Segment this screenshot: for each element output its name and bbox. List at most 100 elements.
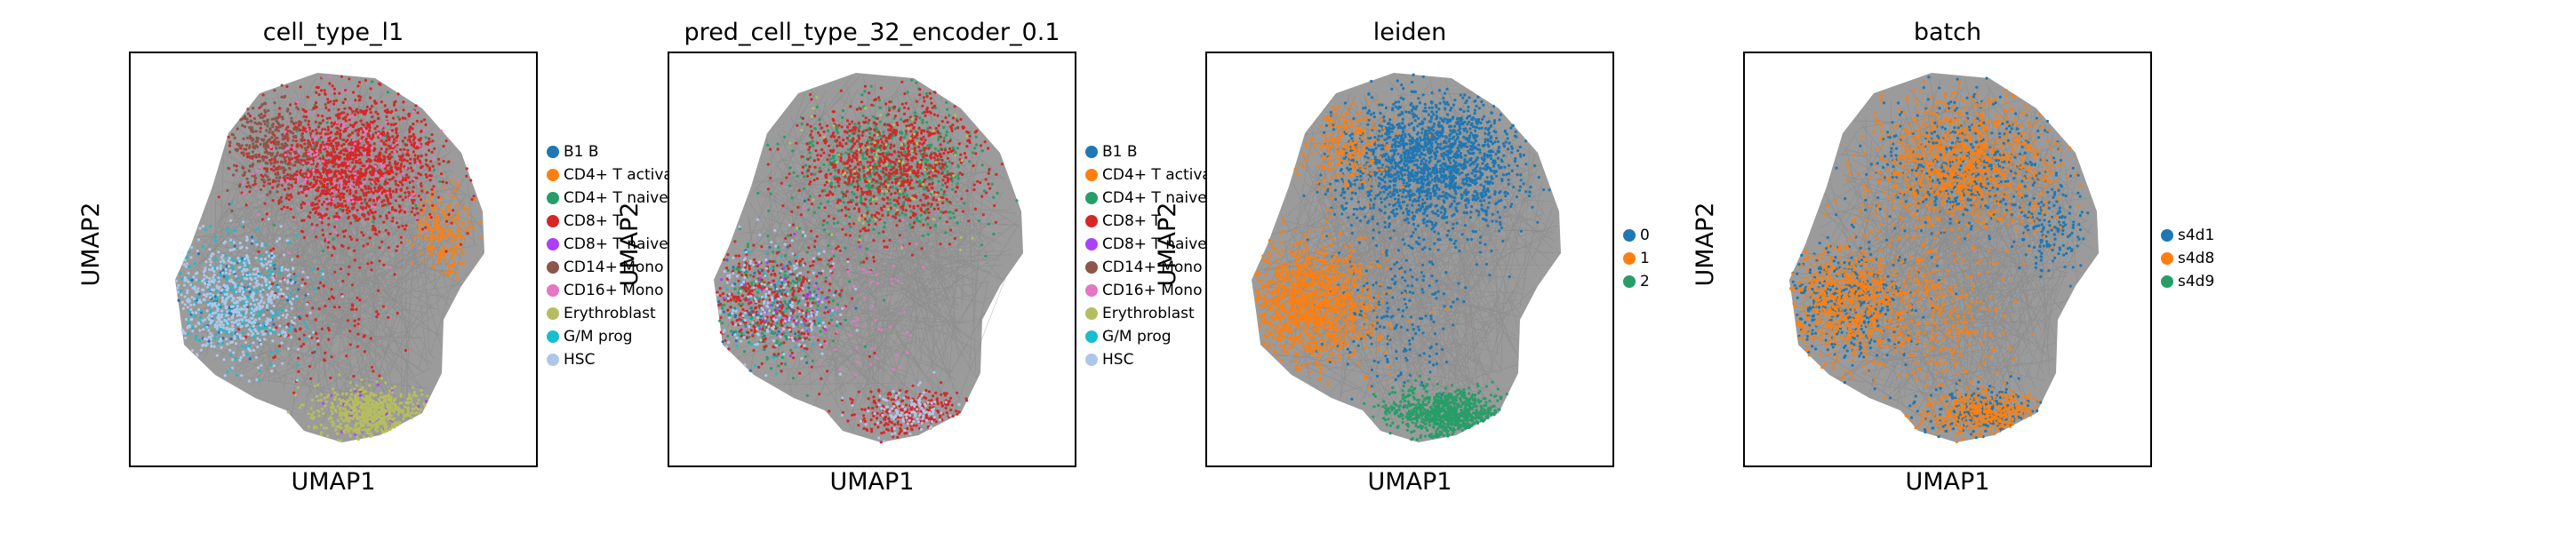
scatter-point bbox=[963, 202, 966, 205]
scatter-point bbox=[270, 136, 274, 139]
scatter-point bbox=[278, 308, 282, 312]
scatter-point bbox=[412, 123, 415, 126]
scatter-point bbox=[866, 219, 869, 224]
scatter-point bbox=[228, 272, 231, 275]
scatter-point bbox=[406, 409, 410, 412]
scatter-point bbox=[193, 297, 196, 301]
scatter-point bbox=[338, 115, 341, 119]
scatter-point bbox=[416, 211, 420, 215]
scatter-point bbox=[868, 219, 871, 222]
scatter-point bbox=[836, 209, 841, 212]
scatter-point bbox=[310, 138, 314, 141]
scatter-point bbox=[304, 187, 308, 191]
scatter-point bbox=[302, 333, 306, 337]
scatter-point bbox=[313, 154, 316, 157]
scatter-point bbox=[245, 274, 249, 277]
scatter-point bbox=[390, 386, 394, 390]
scatter-point bbox=[299, 161, 302, 165]
scatter-point bbox=[328, 168, 332, 171]
scatter-point bbox=[263, 326, 267, 330]
scatter-point bbox=[835, 127, 838, 131]
scatter-point bbox=[411, 206, 415, 210]
scatter-point bbox=[255, 136, 259, 139]
scatter-point bbox=[295, 234, 299, 238]
scatter-point bbox=[327, 329, 331, 332]
scatter-point bbox=[431, 193, 435, 196]
scatter-point bbox=[354, 219, 357, 223]
legend-item: CD8+ T bbox=[547, 210, 673, 233]
scatter-point bbox=[233, 310, 237, 314]
scatter-point bbox=[280, 95, 284, 99]
scatter-point bbox=[340, 413, 343, 417]
scatter-point bbox=[389, 146, 393, 149]
scatter-point bbox=[376, 112, 380, 115]
scatter-point bbox=[346, 113, 349, 116]
scatter-point bbox=[812, 144, 815, 147]
scatter-point bbox=[352, 415, 356, 418]
scatter-point bbox=[433, 147, 436, 150]
scatter-point bbox=[350, 283, 355, 287]
scatter-point bbox=[357, 410, 362, 413]
scatter-series-cd4-t-activa bbox=[402, 171, 482, 281]
scatter-point bbox=[332, 87, 336, 91]
scatter-point bbox=[436, 236, 440, 240]
scatter-point bbox=[236, 300, 239, 304]
scatter-point bbox=[842, 109, 845, 113]
scatter-point bbox=[386, 134, 389, 138]
scatter-point bbox=[385, 164, 388, 168]
scatter-point bbox=[394, 209, 398, 212]
scatter-point bbox=[221, 268, 225, 272]
scatter-point bbox=[263, 202, 267, 205]
scatter-point bbox=[388, 189, 392, 193]
scatter-point bbox=[416, 402, 420, 405]
scatter-point bbox=[396, 244, 399, 248]
scatter-point bbox=[361, 428, 364, 432]
scatter-point bbox=[392, 123, 396, 126]
scatter-point bbox=[313, 178, 316, 181]
scatter-point bbox=[812, 297, 815, 300]
scatter-point bbox=[340, 410, 343, 414]
scatter-point bbox=[272, 223, 276, 227]
scatter-point bbox=[273, 168, 277, 171]
scatter-point bbox=[389, 123, 393, 126]
scatter-point bbox=[309, 171, 313, 175]
scatter-point bbox=[207, 280, 212, 283]
scatter-point bbox=[353, 259, 356, 262]
scatter-point bbox=[385, 139, 388, 142]
scatter-point bbox=[420, 164, 424, 168]
scatter-point bbox=[414, 394, 419, 398]
scatter-point bbox=[733, 282, 737, 286]
scatter-point bbox=[242, 192, 245, 196]
scatter-point bbox=[871, 115, 876, 118]
scatter-point bbox=[392, 141, 396, 145]
scatter-point bbox=[214, 298, 218, 301]
scatter-point bbox=[439, 172, 444, 176]
scatter-point bbox=[789, 262, 793, 266]
scatter-point bbox=[357, 200, 361, 204]
scatter-point bbox=[777, 245, 780, 249]
scatter-point bbox=[285, 287, 289, 290]
scatter-point bbox=[813, 301, 817, 305]
panel-title: cell_type_l1 bbox=[262, 19, 404, 46]
scatter-point bbox=[238, 266, 242, 269]
scatter-point bbox=[209, 331, 212, 335]
scatter-point bbox=[268, 254, 271, 258]
scatter-point bbox=[181, 306, 185, 310]
scatter-point bbox=[359, 419, 363, 423]
scatter-point bbox=[424, 142, 428, 146]
scatter-point bbox=[859, 178, 862, 181]
scatter-point bbox=[185, 278, 188, 282]
scatter-point bbox=[334, 136, 338, 140]
scatter-point bbox=[318, 179, 322, 183]
scatter-point bbox=[214, 235, 218, 239]
scatter-point bbox=[374, 171, 378, 175]
scatter-point bbox=[325, 121, 329, 124]
scatter-point bbox=[890, 177, 893, 180]
scatter-point bbox=[203, 292, 206, 297]
scatter-point bbox=[419, 218, 422, 221]
scatter-point bbox=[867, 122, 870, 125]
scatter-point bbox=[260, 283, 264, 287]
scatter-point bbox=[338, 306, 341, 309]
scatter-point bbox=[265, 129, 268, 132]
scatter-point bbox=[185, 256, 188, 259]
